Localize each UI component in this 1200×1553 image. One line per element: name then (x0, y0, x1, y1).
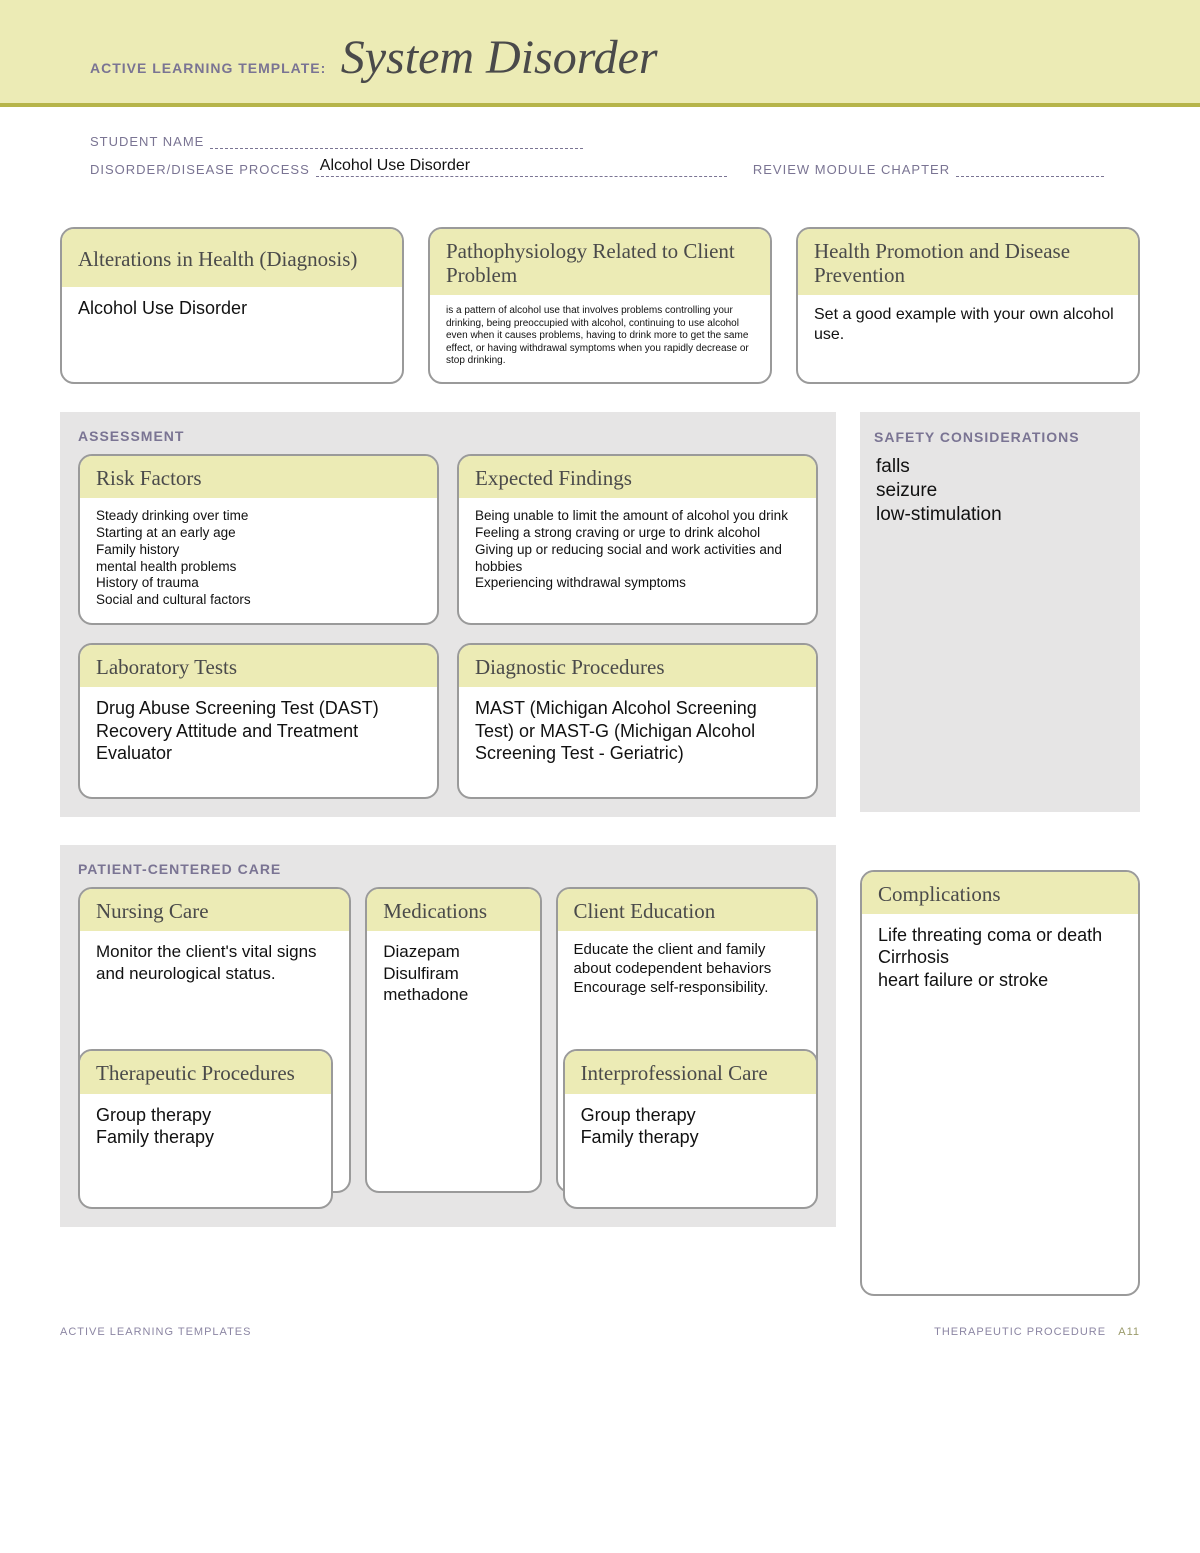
page: ACTIVE LEARNING TEMPLATE: System Disorde… (0, 0, 1200, 1356)
card-health-promotion-title: Health Promotion and Disease Prevention (798, 229, 1138, 295)
card-nursing-care-title: Nursing Care (80, 889, 349, 931)
card-interprofessional-care: Interprofessional Care Group therapy Fam… (563, 1049, 818, 1209)
pcc-title: PATIENT-CENTERED CARE (78, 861, 818, 877)
assessment-section: ASSESSMENT Risk Factors Steady drinking … (60, 412, 836, 818)
header-title: System Disorder (341, 30, 658, 85)
card-complications: Complications Life threating coma or dea… (860, 870, 1140, 1296)
card-health-promotion-body: Set a good example with your own alcohol… (798, 295, 1138, 365)
disorder-value: Alcohol Use Disorder (320, 157, 470, 175)
card-complications-body: Life threating coma or death Cirrhosis h… (862, 914, 1138, 1294)
meta-disorder-row: DISORDER/DISEASE PROCESS Alcohol Use Dis… (90, 159, 1110, 177)
header-prefix: ACTIVE LEARNING TEMPLATE: (90, 60, 326, 76)
content: Alterations in Health (Diagnosis) Alcoho… (0, 197, 1200, 1296)
card-complications-title: Complications (862, 872, 1138, 914)
footer-page: A11 (1118, 1326, 1140, 1338)
card-client-education-title: Client Education (558, 889, 816, 931)
card-alterations: Alterations in Health (Diagnosis) Alcoho… (60, 227, 404, 384)
header-band: ACTIVE LEARNING TEMPLATE: System Disorde… (0, 0, 1200, 107)
disorder-field[interactable]: Alcohol Use Disorder (316, 159, 727, 177)
footer-right: THERAPEUTIC PROCEDURE A11 (934, 1326, 1140, 1338)
student-name-field[interactable] (210, 131, 582, 149)
card-risk-factors-title: Risk Factors (80, 456, 437, 498)
card-interprofessional-care-body: Group therapy Family therapy (565, 1094, 816, 1204)
card-medications-body: Diazepam Disulfiram methadone (367, 931, 539, 1191)
two-col: ASSESSMENT Risk Factors Steady drinking … (60, 412, 1140, 1296)
card-laboratory-tests: Laboratory Tests Drug Abuse Screening Te… (78, 643, 439, 799)
assessment-row1: Risk Factors Steady drinking over time S… (78, 454, 818, 625)
card-health-promotion: Health Promotion and Disease Prevention … (796, 227, 1140, 384)
card-risk-factors: Risk Factors Steady drinking over time S… (78, 454, 439, 625)
safety-title: SAFETY CONSIDERATIONS (874, 428, 1126, 448)
card-laboratory-tests-body: Drug Abuse Screening Test (DAST) Recover… (80, 687, 437, 797)
card-therapeutic-procedures-body: Group therapy Family therapy (80, 1094, 331, 1204)
card-client-education-body: Educate the client and family about code… (558, 931, 816, 1031)
card-nursing-care-body: Monitor the client's vital signs and neu… (80, 931, 349, 1031)
card-medications-title: Medications (367, 889, 539, 931)
card-therapeutic-procedures: Therapeutic Procedures Group therapy Fam… (78, 1049, 333, 1209)
disorder-label: DISORDER/DISEASE PROCESS (90, 162, 310, 177)
card-expected-findings-body: Being unable to limit the amount of alco… (459, 498, 816, 606)
card-medications: Medications Diazepam Disulfiram methadon… (365, 887, 541, 1193)
assessment-title: ASSESSMENT (78, 428, 818, 444)
student-name-label: STUDENT NAME (90, 134, 204, 149)
card-alterations-title: Alterations in Health (Diagnosis) (62, 229, 402, 287)
assessment-row2: Laboratory Tests Drug Abuse Screening Te… (78, 643, 818, 799)
card-interprofessional-care-title: Interprofessional Care (565, 1051, 816, 1093)
footer-left: ACTIVE LEARNING TEMPLATES (60, 1326, 251, 1338)
card-diagnostic-procedures-body: MAST (Michigan Alcohol Screening Test) o… (459, 687, 816, 797)
meta-student-row: STUDENT NAME (90, 131, 1110, 149)
safety-section: SAFETY CONSIDERATIONS falls seizure low-… (860, 412, 1140, 812)
card-pathophysiology-title: Pathophysiology Related to Client Proble… (430, 229, 770, 295)
footer-right-label: THERAPEUTIC PROCEDURE (934, 1326, 1106, 1338)
top-row: Alterations in Health (Diagnosis) Alcoho… (60, 227, 1140, 384)
review-field[interactable] (956, 159, 1104, 177)
left-area: ASSESSMENT Risk Factors Steady drinking … (60, 412, 836, 1296)
card-risk-factors-body: Steady drinking over time Starting at an… (80, 498, 437, 623)
card-expected-findings-title: Expected Findings (459, 456, 816, 498)
meta-block: STUDENT NAME DISORDER/DISEASE PROCESS Al… (0, 107, 1200, 197)
card-diagnostic-procedures: Diagnostic Procedures MAST (Michigan Alc… (457, 643, 818, 799)
card-expected-findings: Expected Findings Being unable to limit … (457, 454, 818, 625)
footer: ACTIVE LEARNING TEMPLATES THERAPEUTIC PR… (0, 1326, 1200, 1338)
card-diagnostic-procedures-title: Diagnostic Procedures (459, 645, 816, 687)
right-area: SAFETY CONSIDERATIONS falls seizure low-… (860, 412, 1140, 1296)
safety-body: falls seizure low-stimulation (874, 455, 1126, 526)
card-alterations-body: Alcohol Use Disorder (62, 287, 402, 357)
card-therapeutic-procedures-title: Therapeutic Procedures (80, 1051, 331, 1093)
pcc-section: PATIENT-CENTERED CARE Nursing Care Monit… (60, 845, 836, 1227)
right-gap (860, 836, 1140, 846)
card-pathophysiology-body: is a pattern of alcohol use that involve… (430, 295, 770, 382)
review-label: REVIEW MODULE CHAPTER (753, 162, 950, 177)
card-laboratory-tests-title: Laboratory Tests (80, 645, 437, 687)
card-pathophysiology: Pathophysiology Related to Client Proble… (428, 227, 772, 384)
